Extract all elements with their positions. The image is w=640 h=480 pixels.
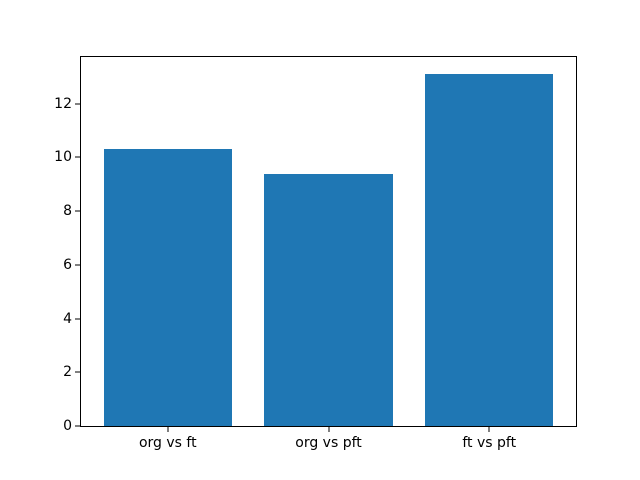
x-tick-mark xyxy=(328,427,329,432)
y-tick-mark xyxy=(75,318,80,320)
x-tick-mark xyxy=(167,427,169,432)
y-tick-label: 4 xyxy=(63,310,72,327)
bar xyxy=(103,149,233,426)
bar xyxy=(264,173,393,426)
x-tick-label: org vs ft xyxy=(138,435,197,451)
x-tick-mark xyxy=(488,427,490,432)
plot-area xyxy=(81,57,576,426)
y-tick-mark xyxy=(75,425,80,427)
y-tick-mark xyxy=(75,264,80,266)
y-tick-mark xyxy=(75,210,80,212)
y-tick-label: 10 xyxy=(54,149,72,166)
axes: org vs ft org vs pft ft vs pft 0 2 4 6 8 10 12 xyxy=(54,56,577,450)
bar xyxy=(424,74,554,426)
y-tick-label: 6 xyxy=(63,256,72,273)
y-tick-label: 0 xyxy=(63,418,72,434)
y-tick-label: 8 xyxy=(63,203,72,220)
y-tick-mark xyxy=(75,156,80,158)
x-tick-label: ft vs pft xyxy=(462,435,517,451)
y-tick-mark xyxy=(75,371,80,373)
x-tick-label: org vs pft xyxy=(295,435,362,451)
y-tick-label: 12 xyxy=(54,95,72,112)
y-tick-label: 2 xyxy=(63,364,72,381)
y-tick-mark xyxy=(75,103,80,105)
